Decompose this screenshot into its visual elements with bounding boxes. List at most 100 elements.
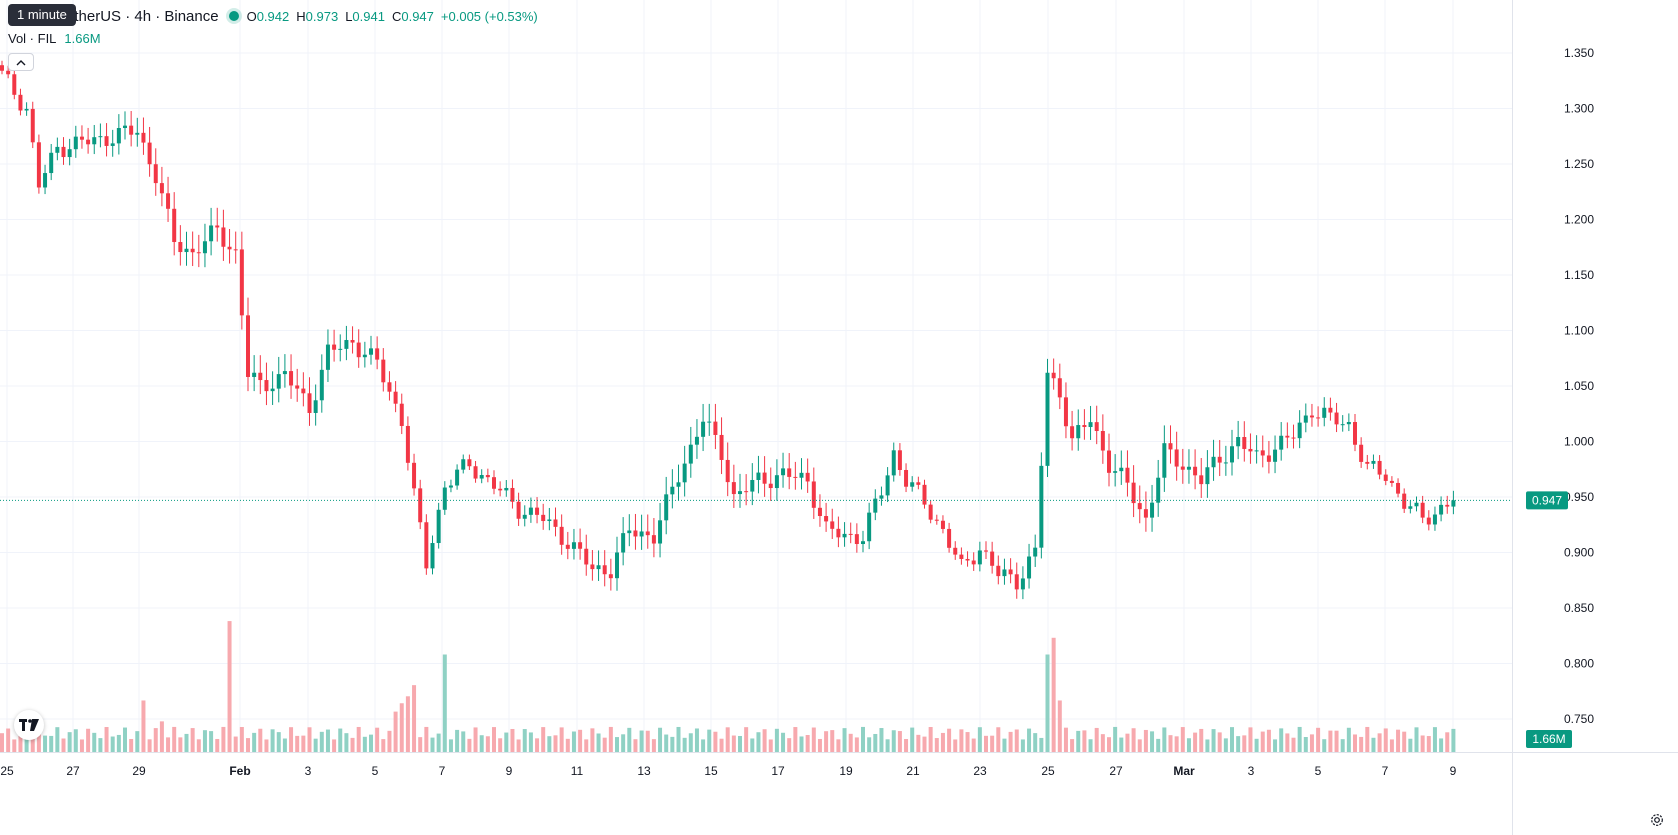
- candle-body: [325, 344, 330, 370]
- volume-bar: [1113, 726, 1118, 752]
- volume-bar: [805, 735, 810, 752]
- candle-body: [861, 541, 865, 545]
- candle-body: [504, 487, 509, 491]
- volume-bar: [602, 737, 607, 752]
- volume-bar: [645, 730, 650, 752]
- volume-bar: [172, 726, 177, 752]
- time-tick-label: 25: [0, 764, 14, 778]
- price-tick-label: 1.300: [1564, 102, 1594, 116]
- volume-bar: [1137, 739, 1142, 752]
- volume-bar: [719, 738, 724, 752]
- tradingview-logo-icon[interactable]: [14, 710, 44, 740]
- volume-bar: [1248, 727, 1253, 752]
- chart-settings-gear-icon[interactable]: [1650, 813, 1664, 831]
- volume-bar: [344, 733, 349, 752]
- volume-bar: [541, 727, 546, 752]
- candle-body: [479, 475, 484, 479]
- candle-body: [1113, 471, 1118, 473]
- volume-bar: [159, 721, 164, 752]
- volume-bar: [79, 739, 84, 752]
- volume-bar: [1076, 730, 1081, 752]
- volume-bar: [910, 727, 915, 752]
- candle-body: [1432, 514, 1437, 525]
- candle-body: [522, 514, 527, 519]
- candle-body: [565, 544, 570, 549]
- volume-bar: [836, 739, 841, 752]
- volume-bar: [879, 728, 884, 752]
- volume-bar: [1088, 739, 1093, 752]
- volume-bar: [1156, 738, 1161, 752]
- candle-body: [448, 485, 453, 488]
- volume-bar: [854, 737, 859, 752]
- candle-body: [719, 434, 724, 460]
- candle-body: [541, 514, 546, 522]
- last-volume-badge: [1526, 730, 1572, 748]
- volume-bar: [1162, 727, 1167, 752]
- time-tick-label: 7: [439, 764, 446, 778]
- candle-body: [774, 475, 779, 489]
- candle-body: [1027, 556, 1032, 579]
- time-tick-label: 9: [506, 764, 513, 778]
- volume-bar: [123, 727, 127, 752]
- candle-body: [990, 551, 995, 566]
- time-tick-label: 19: [839, 764, 853, 778]
- candle-body: [1291, 437, 1296, 439]
- volume-bar: [295, 735, 300, 752]
- volume-bar: [55, 727, 60, 752]
- volume-bar: [1082, 730, 1087, 752]
- volume-bar: [615, 737, 619, 752]
- volume-bar: [725, 727, 730, 752]
- volume-bar: [891, 730, 896, 752]
- candle-body: [615, 552, 619, 579]
- candle-body: [116, 128, 121, 144]
- candle-body: [1316, 417, 1321, 419]
- volume-bar: [528, 732, 533, 752]
- candle-body: [1076, 425, 1081, 439]
- candle-body: [1033, 547, 1038, 557]
- time-tick-label: 13: [637, 764, 651, 778]
- volume-bar: [67, 732, 72, 752]
- candle-body: [24, 108, 29, 111]
- candle-body: [473, 466, 478, 479]
- symbol-title[interactable]: etherUS · 4h · Binance: [66, 7, 219, 25]
- candle-body: [252, 372, 257, 377]
- volume-bar: [922, 736, 927, 752]
- candle-body: [36, 142, 41, 188]
- candle-body: [362, 354, 367, 358]
- candle-body: [369, 348, 373, 355]
- price-tick-label: 1.100: [1564, 324, 1594, 338]
- candle-body: [430, 543, 435, 569]
- volume-bar: [861, 726, 865, 752]
- candle-body: [1273, 449, 1278, 462]
- candle-body: [787, 468, 792, 477]
- candle-body: [1150, 502, 1155, 518]
- candle-body: [319, 369, 324, 401]
- candle-body: [1297, 422, 1302, 439]
- candle-body: [756, 472, 761, 480]
- candle-body: [301, 388, 306, 394]
- collapse-legend-button[interactable]: [8, 53, 34, 71]
- candle-body: [1217, 456, 1222, 463]
- volume-bar: [116, 734, 121, 752]
- candle-body: [965, 558, 970, 561]
- candle-body: [1020, 578, 1025, 590]
- volume-bar: [332, 739, 337, 752]
- time-tick-label: 3: [1248, 764, 1255, 778]
- candle-body: [750, 479, 755, 492]
- volume-bar: [492, 727, 496, 752]
- candle-body: [1223, 462, 1228, 464]
- candle-body: [793, 476, 798, 478]
- volume-label[interactable]: Vol · FIL: [8, 31, 57, 46]
- volume-bar: [1063, 727, 1068, 752]
- volume-bar: [1254, 738, 1259, 752]
- candle-body: [904, 469, 909, 487]
- volume-bar: [590, 728, 595, 752]
- candle-body: [547, 519, 552, 522]
- candle-body: [1426, 517, 1431, 525]
- volume-bar: [184, 733, 189, 752]
- volume-bar: [61, 738, 66, 752]
- volume-bar: [897, 731, 902, 752]
- volume-bar: [110, 736, 115, 752]
- candle-body: [1186, 466, 1191, 470]
